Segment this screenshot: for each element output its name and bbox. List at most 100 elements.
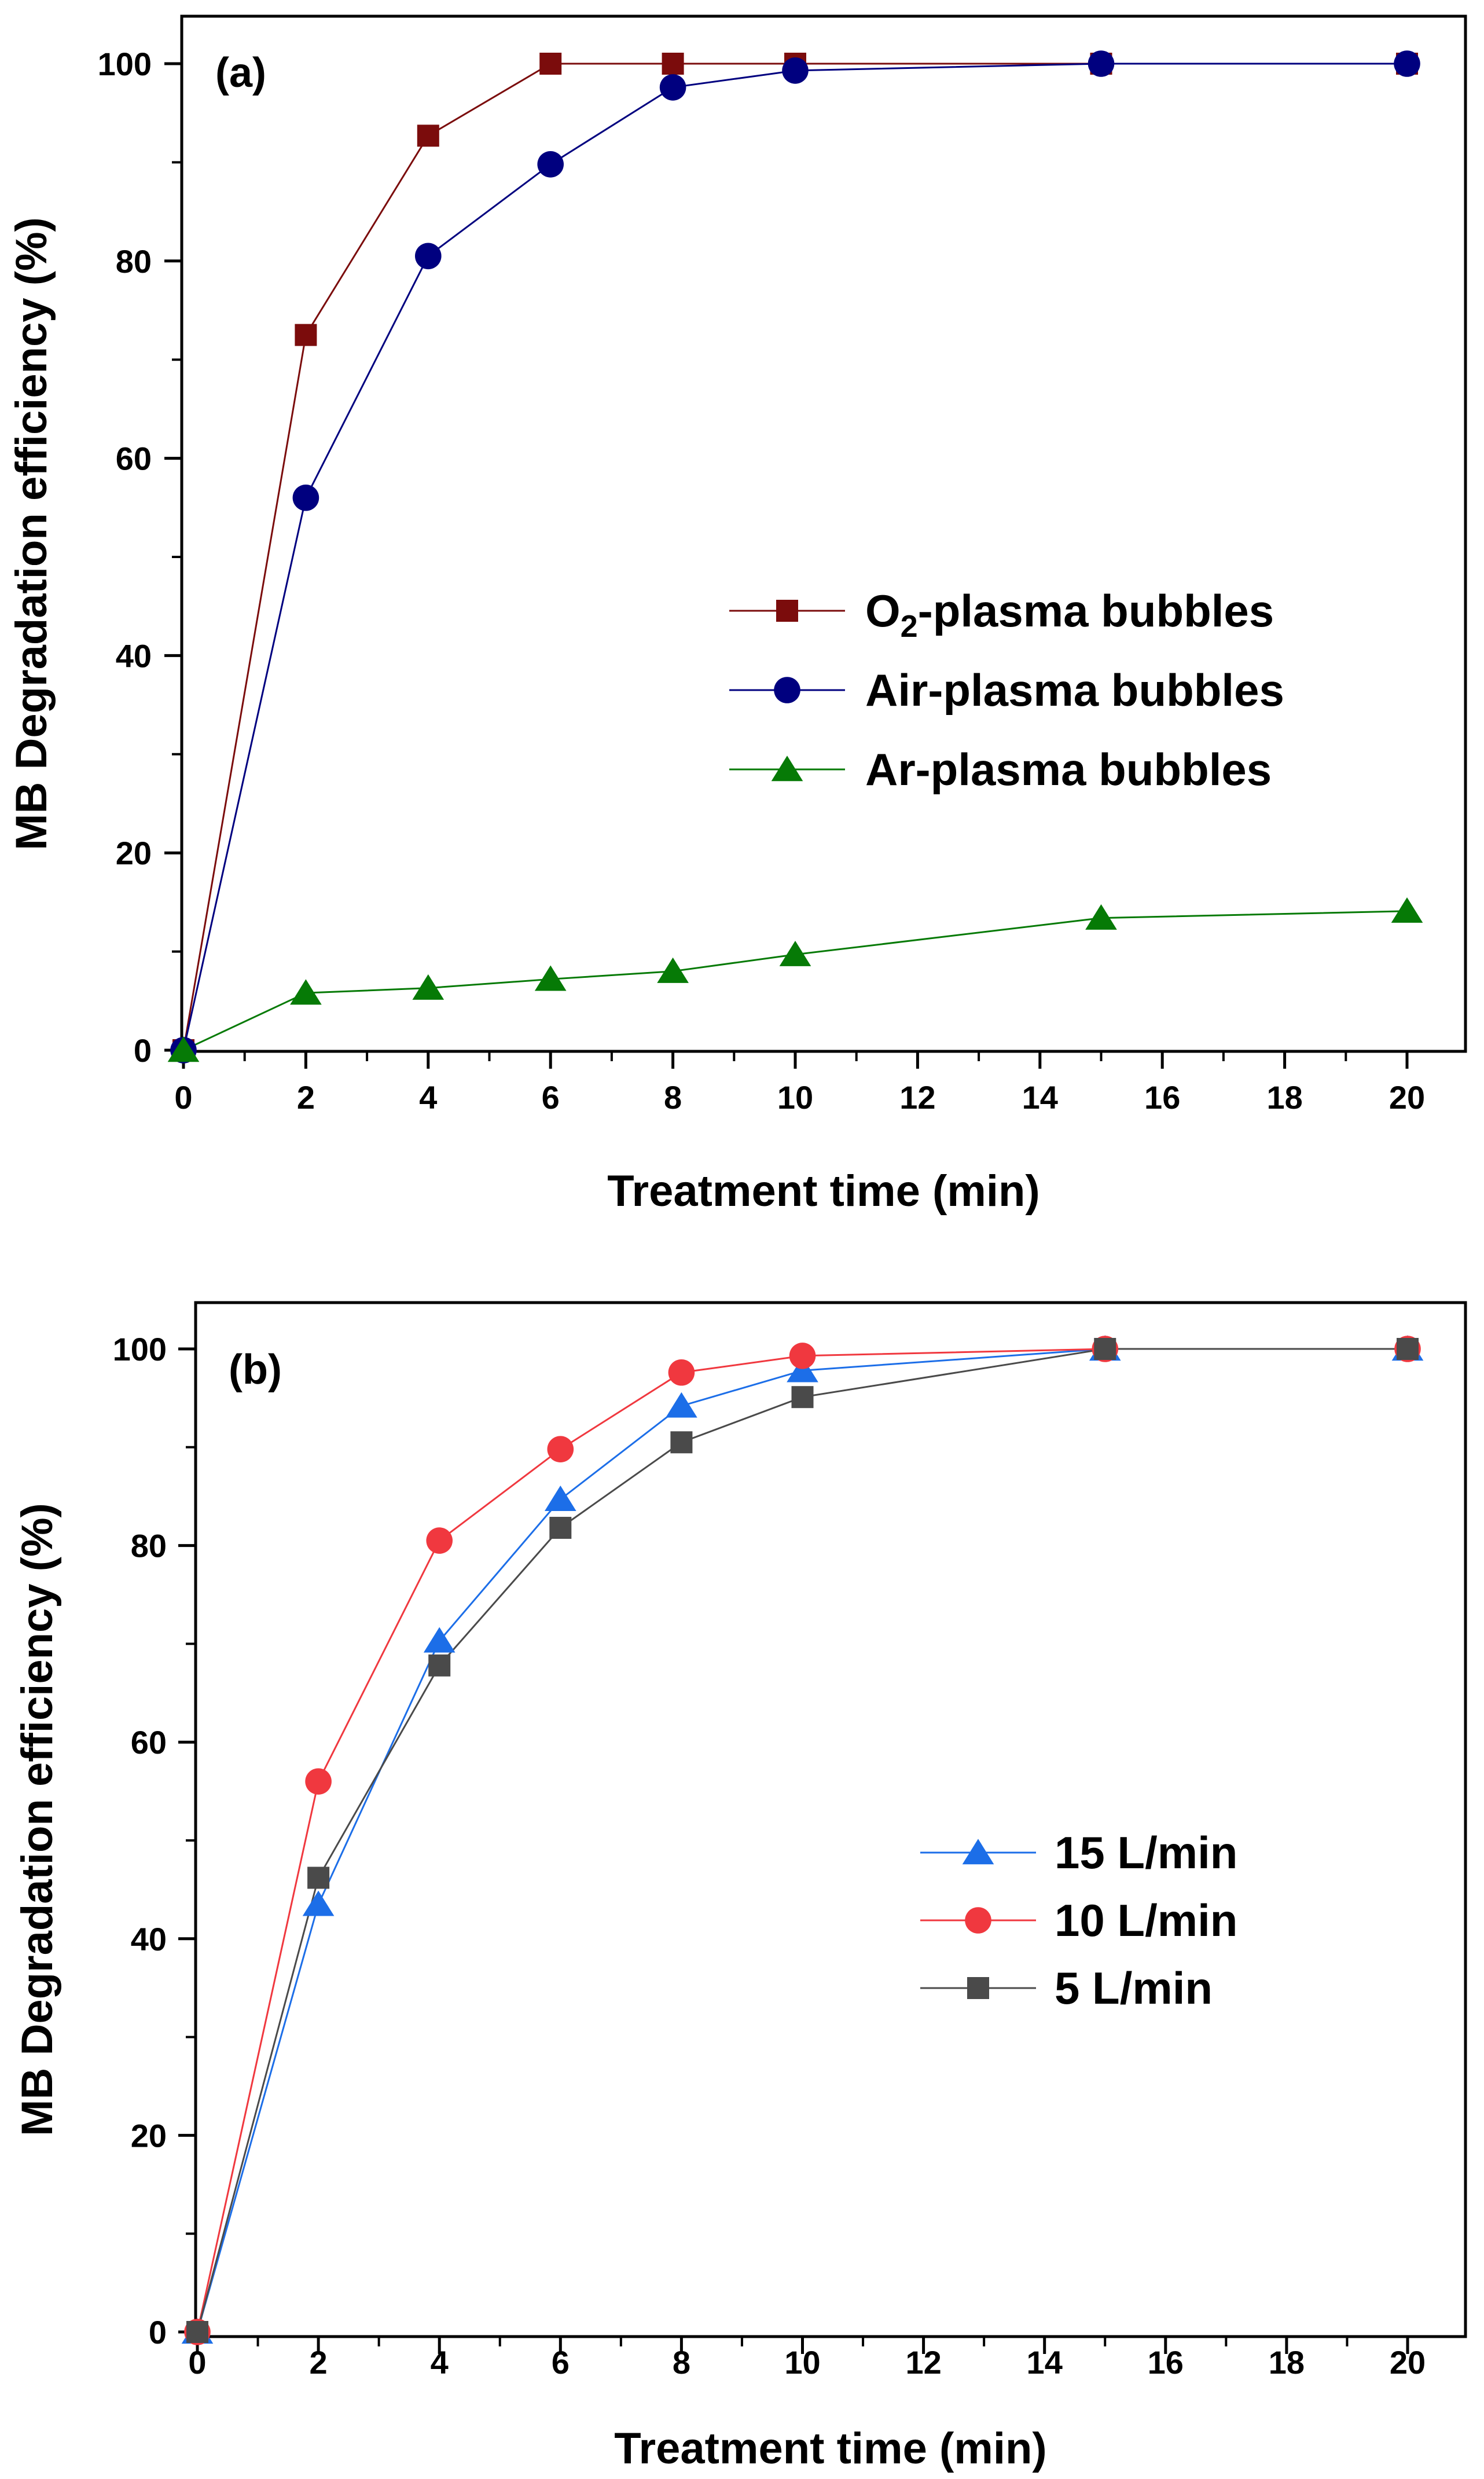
x-tick-label: 4 (419, 1079, 437, 1116)
x-tick-label: 8 (673, 2344, 690, 2381)
data-point-0-1 (295, 324, 317, 346)
y-tick-label: 20 (131, 2117, 167, 2154)
y-tick-label: 80 (116, 243, 152, 280)
data-point-2-5 (779, 940, 811, 966)
x-axis-title: Treatment time (min) (614, 2424, 1046, 2473)
data-point-2-2 (412, 974, 445, 1000)
data-point-2-1 (307, 1866, 330, 1889)
x-tick-label: 6 (542, 1079, 560, 1116)
x-tick-label: 2 (310, 2344, 328, 2381)
panel-a: 0 2 4 6 8 10 12 14 16 18 20 0 20 40 60 80 100 Treatment t… (7, 14, 1467, 1216)
data-point-2-2 (428, 1654, 451, 1677)
data-point-1-2 (415, 243, 442, 270)
x-tick-label: 8 (664, 1079, 682, 1116)
plot-frame (180, 14, 1467, 1053)
data-point-1-5 (782, 57, 809, 84)
x-tick-label: 0 (174, 1079, 192, 1116)
data-point-0-4 (666, 1392, 697, 1418)
x-tick-label: 16 (1148, 2344, 1184, 2381)
data-point-2-7 (1391, 897, 1423, 923)
panel-label: (b) (229, 1347, 282, 1393)
x-tick-label: 16 (1144, 1079, 1180, 1116)
series-line-2 (183, 910, 1408, 1051)
x-tick-label: 10 (784, 2344, 820, 2381)
data-point-2-3 (534, 965, 567, 991)
x-tick-label: 0 (188, 2344, 206, 2381)
data-point-2-6 (1094, 1338, 1116, 1360)
y-tick-label: 0 (134, 1032, 152, 1069)
x-tick-label: 14 (1027, 2344, 1063, 2381)
data-point-2-7 (1397, 1338, 1419, 1360)
legend-marker-1 (774, 677, 800, 703)
data-point-1-2 (426, 1527, 453, 1554)
legend-label-0: O2-plasma bubbles (865, 585, 1274, 644)
legend-marker-2 (771, 756, 803, 782)
data-point-1-5 (789, 1343, 816, 1369)
y-tick-label: 20 (116, 835, 152, 871)
y-tick-label: 100 (113, 1331, 167, 1367)
data-point-2-4 (657, 957, 689, 983)
data-point-2-3 (549, 1517, 572, 1539)
x-tick-label: 10 (777, 1079, 813, 1116)
series-line-0 (182, 63, 1407, 1051)
y-tick-label: 0 (149, 2314, 167, 2350)
series-line-1 (182, 63, 1407, 1051)
legend-marker-0 (776, 600, 798, 622)
y-axis-title: MB Degradation efficiency (%) (7, 217, 56, 850)
legend-label-2: Ar-plasma bubbles (865, 744, 1272, 795)
x-tick-label: 12 (905, 2344, 941, 2381)
data-point-1-3 (537, 151, 564, 178)
legend-label-1: Air-plasma bubbles (865, 665, 1284, 716)
data-point-0-2 (423, 1627, 456, 1653)
series-line-0 (196, 1348, 1408, 2333)
x-tick-label: 2 (297, 1079, 315, 1116)
x-tick-label: 20 (1390, 2344, 1426, 2381)
data-point-1-7 (1394, 50, 1420, 77)
x-tick-label: 12 (899, 1079, 935, 1116)
panel-b: 0 2 4 6 8 10 12 14 16 18 20 0 20 40 60 80 100 Treatment t… (13, 1301, 1467, 2473)
data-point-1-4 (659, 74, 686, 101)
y-tick-label: 40 (116, 637, 152, 674)
x-tick-label: 20 (1389, 1079, 1425, 1116)
x-tick-label: 4 (431, 2344, 449, 2381)
data-point-0-4 (662, 53, 684, 75)
series-line-1 (196, 1348, 1408, 2333)
y-tick-label: 40 (131, 1921, 167, 1957)
plot-frame (194, 1301, 1467, 2338)
x-tick-label: 6 (552, 2344, 570, 2381)
data-point-2-4 (670, 1431, 693, 1454)
data-point-2-5 (791, 1386, 814, 1409)
y-tick-label: 60 (116, 441, 152, 477)
legend-marker-2 (967, 1977, 989, 1999)
y-tick-label: 100 (98, 46, 152, 82)
y-tick-label: 60 (131, 1724, 167, 1761)
legend-marker-1 (965, 1907, 991, 1934)
data-point-1-3 (547, 1436, 574, 1462)
data-point-0-2 (417, 124, 439, 147)
data-point-0-1 (302, 1890, 335, 1916)
legend-label-1: 10 L/min (1055, 1895, 1237, 1946)
data-point-2-6 (1085, 904, 1117, 930)
data-point-0-3 (539, 53, 562, 75)
data-point-2-0 (167, 1036, 200, 1062)
x-tick-label: 14 (1022, 1079, 1058, 1116)
data-point-2-1 (290, 979, 322, 1005)
legend-marker-0 (962, 1839, 994, 1865)
y-axis-title: MB Degradation efficiency (%) (13, 1503, 62, 2136)
data-point-1-1 (305, 1768, 332, 1795)
data-point-1-1 (292, 484, 319, 511)
panel-label: (a) (215, 50, 266, 96)
series-line-2 (196, 1348, 1408, 2333)
data-point-0-3 (544, 1486, 576, 1511)
x-tick-label: 18 (1269, 2344, 1305, 2381)
y-tick-label: 80 (131, 1528, 167, 1564)
data-point-1-6 (1088, 50, 1115, 77)
data-point-1-4 (668, 1359, 695, 1386)
x-axis-title: Treatment time (min) (607, 1167, 1039, 1216)
legend-label-2: 5 L/min (1055, 1963, 1213, 2014)
data-point-0-5 (787, 1356, 818, 1382)
data-point-2-0 (186, 2321, 208, 2343)
legend-label-0: 15 L/min (1055, 1827, 1237, 1878)
x-tick-label: 18 (1266, 1079, 1302, 1116)
